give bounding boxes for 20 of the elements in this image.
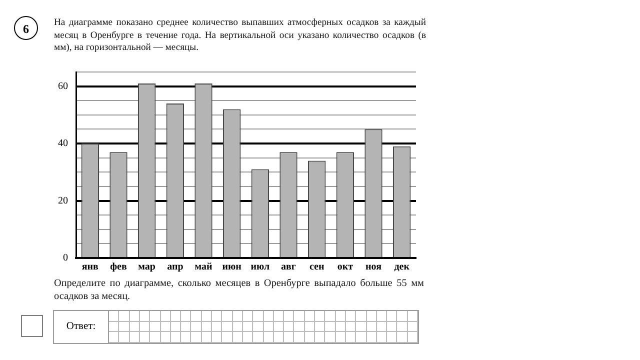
x-tick-label: май — [194, 262, 212, 273]
chart-title: На диаграмме показано среднее количество выпавших атмосферных осадков за каждый месяц в Оренбурге в течение года. На вертикальной оси указано количество осадков (в мм), на горизонтальной — месяцы. — [54, 17, 426, 54]
y-tick-label: 0 — [63, 252, 68, 264]
x-tick-label: фев — [110, 262, 128, 273]
y-tick-label: 20 — [58, 195, 68, 206]
text: Определите по диаграмме, сколько месяцев в Оренбурге выпадало больше 55 мм осадков за месяц. — [54, 278, 424, 303]
x-tick-label: ноя — [366, 262, 382, 273]
x-tick-label: мар — [138, 262, 156, 273]
x-tick-label: янв — [82, 262, 100, 273]
x-tick-label: авг — [281, 262, 296, 273]
text: 6 — [14, 16, 38, 40]
x-tick-label: сен — [309, 262, 324, 273]
x-tick-label: июн — [222, 262, 242, 273]
y-tick-label: 60 — [58, 80, 68, 92]
x-tick-label: дек — [394, 262, 410, 273]
x-tick-label: апр — [167, 262, 184, 273]
x-tick-label: июл — [250, 262, 270, 273]
x-tick-label: окт — [337, 262, 354, 273]
y-tick-label: 40 — [58, 138, 68, 150]
text: Ответ: — [54, 311, 109, 343]
